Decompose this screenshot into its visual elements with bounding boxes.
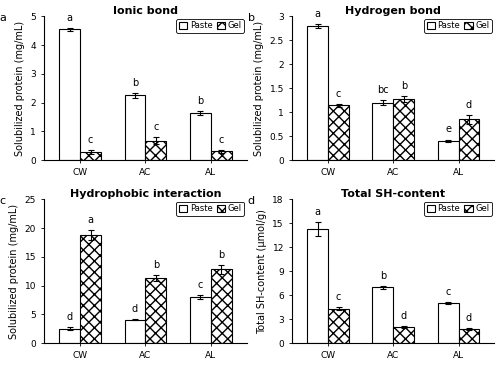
Bar [438, 303, 458, 343]
Bar [124, 96, 146, 160]
Bar [458, 329, 479, 343]
Text: a: a [66, 13, 72, 23]
Bar [328, 309, 349, 343]
Text: d: d [132, 304, 138, 314]
Bar [372, 102, 394, 160]
Bar [458, 119, 479, 160]
Bar [80, 152, 101, 160]
Text: c: c [0, 197, 6, 206]
Text: c: c [198, 280, 203, 290]
Text: d: d [248, 197, 255, 206]
Y-axis label: Solubilized protein (mg/mL): Solubilized protein (mg/mL) [254, 20, 264, 156]
Title: Hydrogen bond: Hydrogen bond [346, 5, 442, 16]
Bar [60, 329, 80, 343]
Y-axis label: Total SH-content (μmol/g): Total SH-content (μmol/g) [257, 209, 267, 334]
Text: e: e [445, 124, 451, 134]
Text: b: b [132, 78, 138, 88]
Legend: Paste, Gel: Paste, Gel [424, 19, 492, 33]
Title: Ionic bond: Ionic bond [113, 5, 178, 16]
Text: c: c [218, 135, 224, 145]
Text: c: c [336, 89, 341, 98]
Text: b: b [152, 260, 159, 270]
Text: a: a [314, 207, 320, 217]
Bar [438, 141, 458, 160]
Text: b: b [218, 250, 224, 261]
Bar [190, 113, 210, 160]
Legend: Paste, Gel: Paste, Gel [424, 202, 492, 216]
Bar [307, 26, 328, 160]
Bar [372, 287, 394, 343]
Bar [210, 269, 232, 343]
Bar [190, 297, 210, 343]
Text: b: b [197, 96, 203, 106]
Bar [146, 141, 167, 160]
Text: c: c [153, 122, 158, 132]
Bar [307, 229, 328, 343]
Text: d: d [66, 312, 73, 322]
Y-axis label: Solubilized protein (mg/mL): Solubilized protein (mg/mL) [9, 203, 19, 339]
Text: b: b [380, 270, 386, 281]
Y-axis label: Solubilized protein (mg/mL): Solubilized protein (mg/mL) [14, 20, 24, 156]
Text: c: c [446, 287, 451, 297]
Bar [210, 152, 232, 160]
Bar [124, 320, 146, 343]
Text: d: d [400, 311, 407, 321]
Title: Total SH-content: Total SH-content [342, 188, 446, 199]
Text: c: c [336, 292, 341, 302]
Text: a: a [88, 215, 94, 225]
Title: Hydrophobic interaction: Hydrophobic interaction [70, 188, 221, 199]
Text: b: b [400, 81, 407, 92]
Legend: Paste, Gel: Paste, Gel [176, 202, 244, 216]
Bar [394, 327, 414, 343]
Text: a: a [314, 9, 320, 19]
Bar [80, 235, 101, 343]
Bar [146, 278, 167, 343]
Text: b: b [248, 14, 254, 23]
Text: d: d [466, 313, 472, 323]
Text: c: c [88, 135, 94, 145]
Text: a: a [0, 14, 6, 23]
Legend: Paste, Gel: Paste, Gel [176, 19, 244, 33]
Bar [60, 29, 80, 160]
Text: d: d [466, 100, 472, 109]
Bar [328, 105, 349, 160]
Text: bc: bc [377, 85, 388, 95]
Bar [394, 99, 414, 160]
